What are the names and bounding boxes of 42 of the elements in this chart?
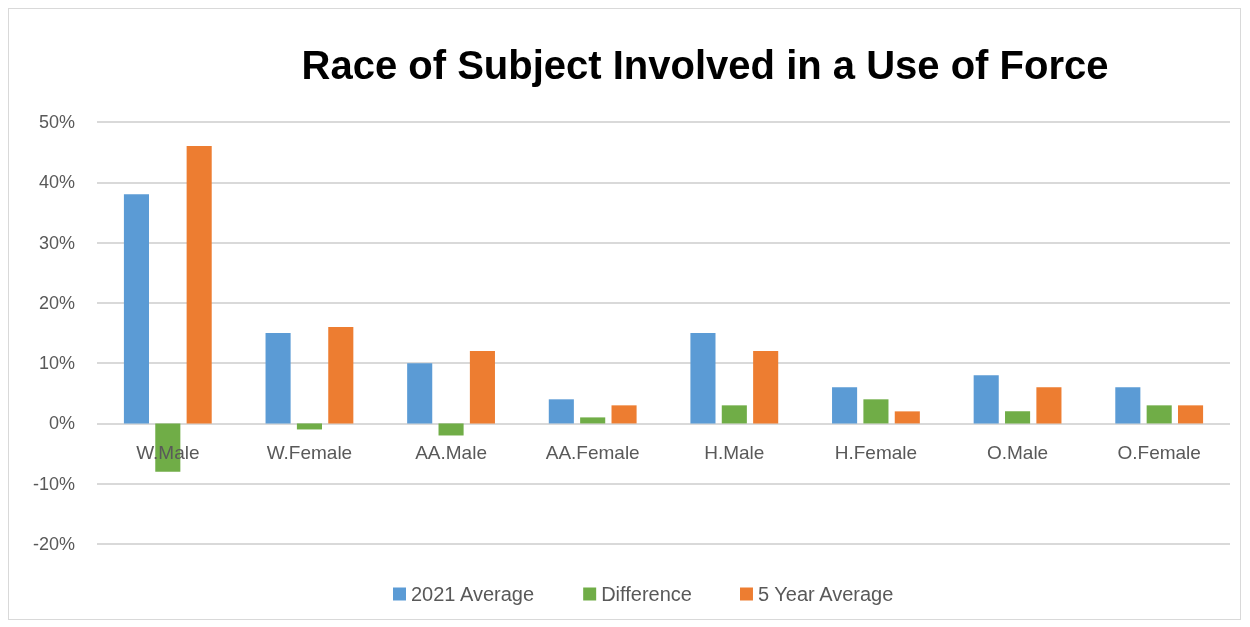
legend-label: 5 Year Average — [757, 583, 894, 605]
x-tick-label: W.Female — [266, 442, 353, 464]
bar — [296, 423, 322, 430]
bar — [832, 387, 858, 424]
bar — [1005, 411, 1031, 424]
legend-label: Difference — [601, 583, 692, 605]
y-tick-label: -10% — [32, 473, 75, 494]
y-tick-label: 40% — [38, 172, 75, 193]
bar — [611, 405, 637, 424]
bar — [690, 333, 716, 424]
bar — [1146, 405, 1172, 424]
bar — [753, 351, 779, 424]
x-tick-label: H.Female — [834, 442, 918, 464]
legend-label: 2021 Average — [411, 583, 535, 605]
bar — [265, 333, 291, 424]
y-tick-label: 30% — [38, 232, 75, 253]
bar — [186, 146, 212, 424]
bar — [469, 351, 495, 424]
chart-title: Race of Subject Involved in a Use of Force — [301, 43, 1109, 87]
bar — [407, 363, 433, 424]
bar — [1115, 387, 1141, 424]
x-tick-label: O.Male — [986, 442, 1049, 464]
y-tick-label: 20% — [38, 292, 75, 313]
bar — [328, 326, 354, 424]
bar — [863, 399, 889, 424]
x-tick-label: AA.Female — [545, 442, 640, 464]
y-tick-label: 50% — [38, 112, 75, 132]
y-tick-label: 0% — [48, 413, 75, 434]
x-tick-label: O.Female — [1117, 442, 1201, 464]
bar — [973, 375, 999, 424]
x-tick-label: AA.Male — [415, 442, 487, 464]
bar — [1178, 405, 1204, 424]
bar — [580, 417, 606, 424]
bar — [123, 194, 149, 424]
x-tick-label: H.Male — [704, 442, 765, 464]
y-tick-label: 10% — [38, 353, 75, 374]
bar — [438, 423, 464, 436]
bar — [1036, 387, 1062, 424]
bar — [548, 399, 574, 424]
y-tick-label: -20% — [32, 534, 75, 554]
bar — [721, 405, 747, 424]
bar — [894, 411, 920, 424]
